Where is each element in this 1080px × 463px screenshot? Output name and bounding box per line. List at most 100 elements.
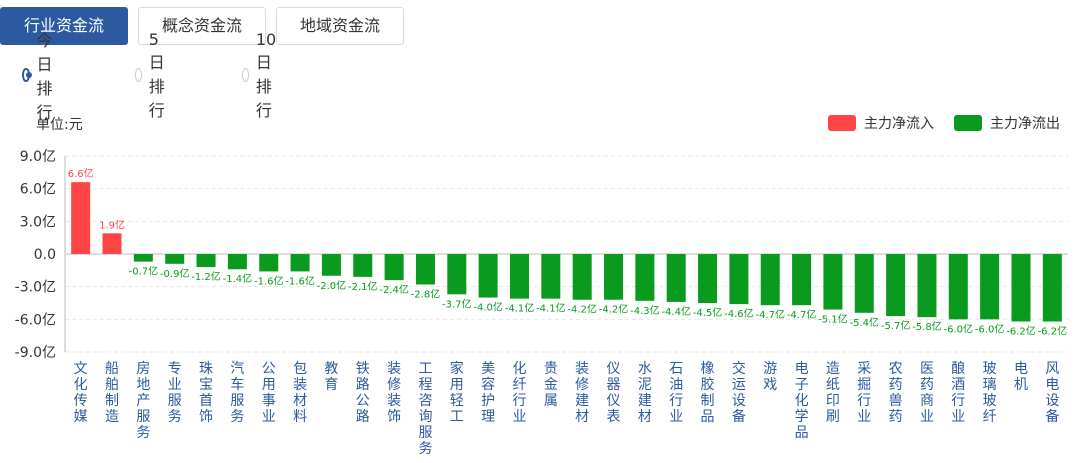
bar-包装材料 [290,254,310,272]
bar-value-label: 6.6亿 [68,167,94,180]
bar-value-label: -6.2亿 [1006,325,1036,338]
y-tick-label: -6.0亿 [15,312,56,328]
legend-inflow-label: 主力净流入 [864,116,934,132]
bar-value-label: -2.0亿 [317,279,347,292]
x-tick-label: 医药商业 [920,361,934,425]
bar-酿酒行业 [948,254,968,320]
bar-value-label: -4.5亿 [693,306,723,319]
bar-医药商业 [917,254,937,318]
x-tick-label: 橡胶制品 [701,361,715,425]
radio-empty-icon [135,68,142,82]
bar-化纤行业 [509,254,529,299]
x-tick-label: 电子化学品 [795,361,809,441]
x-tick-label: 包装材料 [293,361,307,425]
x-tick-label: 船舶制造 [105,361,119,425]
legend-outflow-swatch [954,115,982,131]
tab-region-flow[interactable]: 地域资金流 [276,7,404,45]
x-tick-label: 房地产服务 [136,361,150,441]
bar-教育 [321,254,341,276]
y-tick-label: 6.0亿 [20,182,56,198]
x-tick-label: 装修装饰 [387,361,401,425]
radio-5day-ranking[interactable]: 5日排行 [135,30,172,120]
bar-水泥建材 [635,254,655,301]
bar-value-label: -5.8亿 [912,320,942,333]
bar-value-label: -2.8亿 [411,287,441,300]
bar-汽车服务 [227,254,247,270]
bar-value-label: -6.0亿 [975,322,1005,335]
y-tick-label: -9.0亿 [15,345,56,361]
x-tick-label: 汽车服务 [230,361,244,425]
x-tick-label: 家用轻工 [450,360,464,425]
bar-value-label: -4.4亿 [661,305,691,318]
x-tick-label: 电机 [1014,361,1028,393]
x-tick-label: 风电设备 [1045,361,1059,425]
tab-industry-flow[interactable]: 行业资金流 [0,7,128,45]
x-tick-label: 采掘行业 [857,361,871,425]
bar-农药兽药 [886,254,906,317]
bar-石油行业 [666,254,686,302]
bar-value-label: -4.7亿 [787,308,817,321]
x-tick-label: 游戏 [763,361,777,393]
bar-玻璃玻纤 [980,254,1000,320]
legend-outflow[interactable]: 主力净流出 [954,114,1060,132]
bar-电机 [1011,254,1031,322]
bar-造纸印刷 [823,254,843,310]
bar-value-label: -4.1亿 [505,302,535,315]
bar-value-label: -1.6亿 [254,274,284,287]
bar-value-label: -4.6亿 [724,307,754,320]
legend-inflow[interactable]: 主力净流入 [828,114,934,132]
bar-工程咨询服务 [415,254,435,285]
x-tick-label: 专业服务 [168,361,182,425]
bar-仪器仪表 [604,254,624,300]
x-tick-label: 酿酒行业 [951,361,965,425]
bar-游戏 [760,254,780,306]
bar-value-label: -2.4亿 [379,283,409,296]
bar-value-label: 1.9亿 [99,218,125,231]
bar-value-label: -4.2亿 [567,303,597,316]
x-tick-label: 化纤行业 [512,361,526,425]
tab-concept-flow[interactable]: 概念资金流 [138,7,266,45]
radio-today-ranking[interactable]: 今日排行 [22,31,59,122]
bar-专业服务 [165,254,185,264]
bar-value-label: -1.4亿 [223,272,253,285]
bar-value-label: -5.4亿 [850,316,880,329]
bar-value-label: -0.9亿 [160,267,190,280]
bar-value-label: -4.1亿 [536,302,566,315]
bar-采掘行业 [854,254,874,313]
x-tick-label: 水泥建材 [638,361,652,425]
y-tick-label: -3.0亿 [15,280,56,296]
bar-装修装饰 [384,254,404,281]
bar-value-label: -4.3亿 [630,304,660,317]
radio-label: 今日排行 [36,31,53,122]
radio-selected-icon [22,68,32,82]
bar-橡胶制品 [698,254,718,303]
bar-铁路公路 [353,254,373,277]
x-tick-label: 贵金属 [544,361,558,409]
bar-船舶制造 [102,233,122,254]
bar-文化传媒 [71,182,91,254]
x-tick-label: 装修建材 [575,361,589,425]
x-tick-label: 交运设备 [732,360,746,425]
radio-label: 5日排行 [148,29,165,120]
bar-value-label: -5.1亿 [818,313,848,326]
y-tick-label: 3.0亿 [20,214,56,230]
bar-家用轻工 [447,254,467,295]
bar-电子化学品 [792,254,812,306]
bar-美容护理 [478,254,498,298]
radio-label: 10日排行 [255,29,277,120]
bar-value-label: -1.2亿 [191,270,221,283]
x-tick-label: 玻璃玻纤 [983,361,997,425]
bar-装修建材 [572,254,592,300]
x-tick-label: 珠宝首饰 [199,361,213,425]
y-tick-label: 9.0亿 [20,149,56,165]
bar-贵金属 [541,254,561,299]
bar-value-label: -4.0亿 [473,301,503,314]
bar-value-label: -6.2亿 [1038,325,1068,338]
legend-inflow-swatch [828,115,856,131]
x-tick-label: 文化传媒 [74,361,88,425]
unit-label: 单位:元 [36,117,83,133]
bar-交运设备 [729,254,749,305]
x-tick-label: 造纸印刷 [826,361,840,425]
radio-10day-ranking[interactable]: 10日排行 [242,30,283,120]
